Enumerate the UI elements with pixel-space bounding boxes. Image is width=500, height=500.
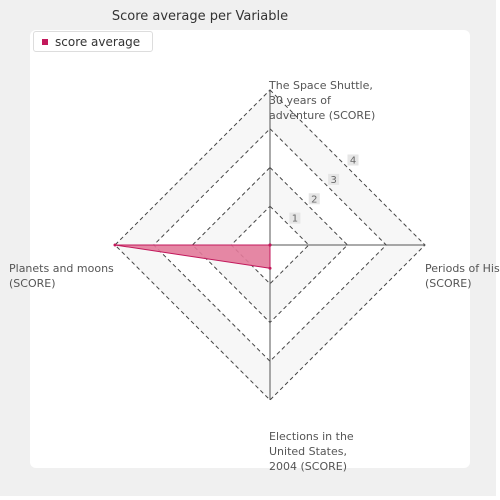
axis-label-elections: Elections in the United States, 2004 (SC… — [269, 430, 354, 473]
tick-label-1: 1 — [292, 214, 298, 225]
tick-label-4: 4 — [350, 156, 356, 167]
tick-label-bg-4 — [347, 154, 359, 166]
tick-label-3: 3 — [330, 175, 336, 186]
chart-title: Score average per Variable — [111, 9, 289, 24]
grid-ring-3 — [153, 128, 387, 362]
legend-label-score-average: score average — [55, 34, 141, 49]
tick-label-bg-2 — [308, 193, 320, 205]
axis-label-periods-of-history: Periods of His (SCORE) — [425, 262, 500, 290]
grid-ring-4 — [114, 89, 426, 401]
axis-label-space-shuttle: The Space Shuttle, 30 years of adventure… — [269, 79, 376, 122]
legend-swatch — [42, 38, 48, 45]
legend[interactable]: score average — [33, 31, 153, 52]
series-point-0-2 — [268, 266, 272, 270]
tick-label-bg-3 — [328, 173, 340, 185]
axis-label-planets-and-moons: Planets and moons (SCORE) — [9, 262, 114, 290]
tick-label-bg-1 — [289, 212, 301, 224]
series-point-0-1 — [268, 243, 272, 247]
series-area-0 — [114, 244, 271, 269]
grid-ring-1 — [230, 205, 310, 285]
series-point-0-3 — [113, 243, 117, 247]
tick-label-2: 2 — [311, 194, 317, 205]
